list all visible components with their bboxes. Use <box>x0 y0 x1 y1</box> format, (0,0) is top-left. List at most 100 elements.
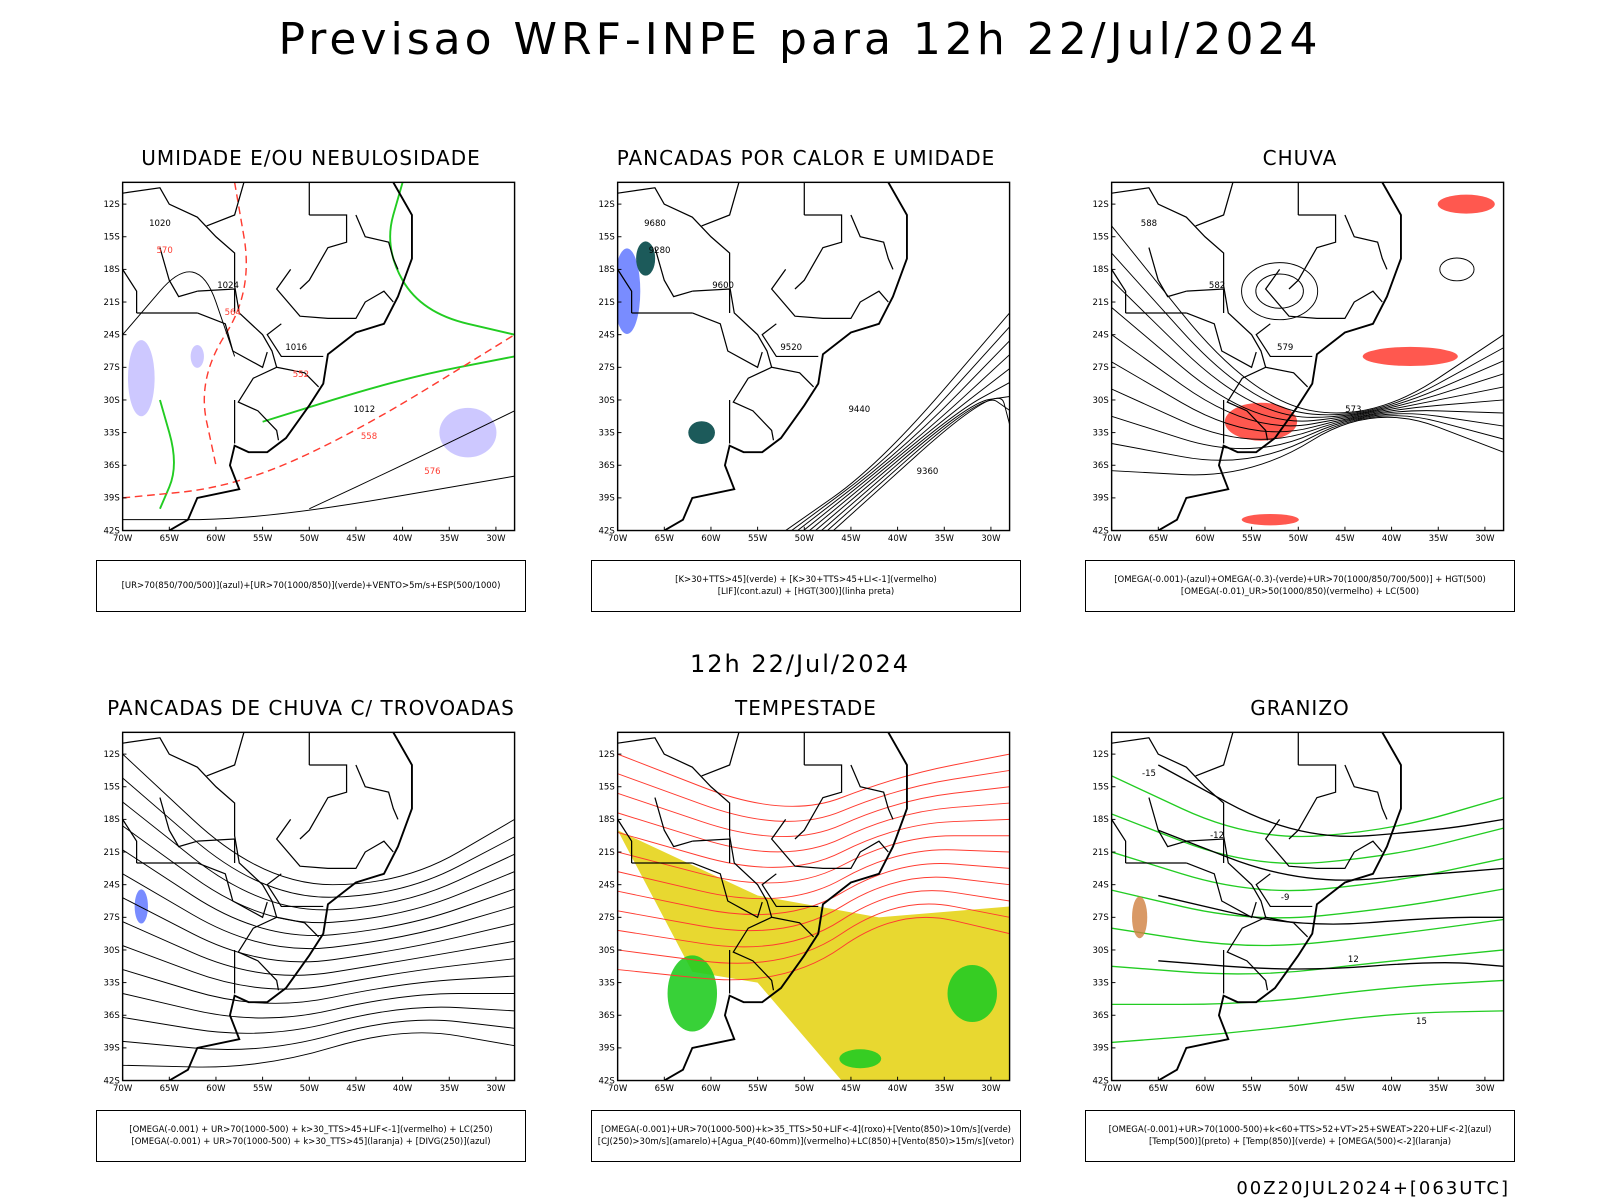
contour-label: 9520 <box>780 343 802 353</box>
lat-tick-label: 42S <box>103 1076 119 1086</box>
streamline <box>122 1006 515 1034</box>
temperature-850-contour <box>1111 851 1504 892</box>
lat-tick-label: 12S <box>103 200 119 210</box>
lon-tick-label: 55W <box>253 1084 273 1094</box>
lat-tick-label: 12S <box>1092 750 1108 760</box>
humidity-contour <box>389 182 515 336</box>
legend-line-2: [OMEGA(-0.001) + UR>70(1000-500) + k>30_… <box>131 1137 491 1147</box>
temperature-850-contour <box>1111 813 1504 865</box>
height-contour <box>833 397 1010 531</box>
state-border <box>1111 269 1127 313</box>
lat-tick-label: 21S <box>598 848 614 858</box>
lat-tick-label: 27S <box>1092 363 1108 373</box>
lon-tick-label: 35W <box>935 1084 955 1094</box>
temperature-500-contour <box>1158 894 1504 925</box>
state-border <box>770 819 889 870</box>
contour-label: -15 <box>1142 769 1156 779</box>
state-border <box>1111 187 1269 441</box>
state-border <box>1264 269 1383 320</box>
lon-tick-label: 40W <box>888 1084 908 1094</box>
humidity-shading <box>190 345 204 368</box>
contour-label: 1024 <box>217 281 239 291</box>
streamline <box>1111 307 1504 422</box>
lat-tick-label: 12S <box>598 750 614 760</box>
temperature-850-contour <box>1111 949 1504 975</box>
lon-tick-label: 65W <box>655 1084 675 1094</box>
thickness-contour <box>122 334 515 499</box>
lat-tick-label: 27S <box>598 363 614 373</box>
lon-tick-label: 30W <box>1475 1084 1495 1094</box>
state-border <box>122 187 280 441</box>
height-contour <box>815 382 1010 531</box>
legend-line-1: [OMEGA(-0.001)+UR>70(1000-500)+k<60+TTS>… <box>1108 1125 1492 1135</box>
streamline <box>617 786 1010 838</box>
streamline <box>617 903 1010 964</box>
lon-tick-label: 65W <box>160 1084 180 1094</box>
lon-tick-label: 45W <box>346 1084 366 1094</box>
lat-tick-label: 18S <box>1092 265 1108 275</box>
lat-tick-label: 15S <box>598 233 614 243</box>
legend-line-2: [CJ(250)>30m/s](amarelo)+[Agua_P(40-60mm… <box>597 1137 1015 1147</box>
streamline <box>617 802 1010 853</box>
map-frame <box>1110 731 1505 1082</box>
pressure-contour <box>309 410 515 510</box>
lon-tick-label: 65W <box>1149 1084 1169 1094</box>
lat-tick-label: 24S <box>1092 881 1108 891</box>
streamline <box>617 769 1010 822</box>
lon-tick-label: 40W <box>1382 1084 1402 1094</box>
state-border <box>692 288 731 313</box>
streamline <box>617 849 1010 900</box>
lon-tick-label: 55W <box>253 534 273 544</box>
state-border <box>1265 916 1309 938</box>
state-border <box>701 732 740 777</box>
lon-tick-label: 40W <box>1382 534 1402 544</box>
temperature-850-contour <box>1111 979 1504 1006</box>
contour-label: 588 <box>1141 219 1157 229</box>
lon-tick-label: 40W <box>393 534 413 544</box>
forecast-time-label: 12h 22/Jul/2024 <box>689 650 911 678</box>
state-border <box>1344 214 1388 270</box>
lat-tick-label: 39S <box>1092 1044 1108 1054</box>
lat-tick-label: 33S <box>1092 978 1108 988</box>
streamline <box>122 1032 515 1068</box>
coastline <box>663 732 908 1081</box>
state-border <box>122 819 138 863</box>
state-border <box>197 288 236 313</box>
lon-tick-label: 70W <box>608 534 628 544</box>
streamline <box>1111 413 1504 450</box>
state-border <box>794 214 843 290</box>
panel-hail: GRANIZO 12S 15S 18S 21S 24S 27S 30S 33S 36S 39S 42… <box>1085 696 1515 1176</box>
state-border <box>266 873 324 908</box>
height-contour <box>803 354 1010 531</box>
coastline <box>1157 732 1402 1081</box>
state-border <box>654 247 693 298</box>
state-border <box>299 214 348 290</box>
pressure-contour <box>122 475 515 521</box>
contour-label: 573 <box>1345 405 1361 415</box>
map-frame <box>1110 181 1505 532</box>
state-border <box>197 312 268 369</box>
legend-box: [OMEGA(-0.001)+UR>70(1000-500)+k<60+TTS>… <box>1085 1110 1515 1162</box>
state-border <box>299 764 348 840</box>
lat-tick-label: 24S <box>598 331 614 341</box>
lat-tick-label: 33S <box>103 428 119 438</box>
coastline <box>1157 182 1402 531</box>
contour-label: 576 <box>424 467 440 477</box>
state-border <box>1148 797 1187 848</box>
lon-tick-label: 45W <box>841 534 861 544</box>
contour-label: -9 <box>1281 893 1290 903</box>
state-border <box>761 323 819 358</box>
legend-line-1: [K>30+TTS>45](verde) + [K>30+TTS>45+LI<-… <box>675 575 937 585</box>
state-border <box>1148 247 1187 298</box>
lat-tick-label: 36S <box>1092 1011 1108 1021</box>
streamline <box>122 921 515 976</box>
streamline <box>122 969 515 1004</box>
state-border <box>771 366 815 388</box>
lat-tick-label: 27S <box>598 913 614 923</box>
streamline <box>617 818 1010 868</box>
lat-tick-label: 27S <box>103 363 119 373</box>
lon-tick-label: 55W <box>1242 1084 1262 1094</box>
